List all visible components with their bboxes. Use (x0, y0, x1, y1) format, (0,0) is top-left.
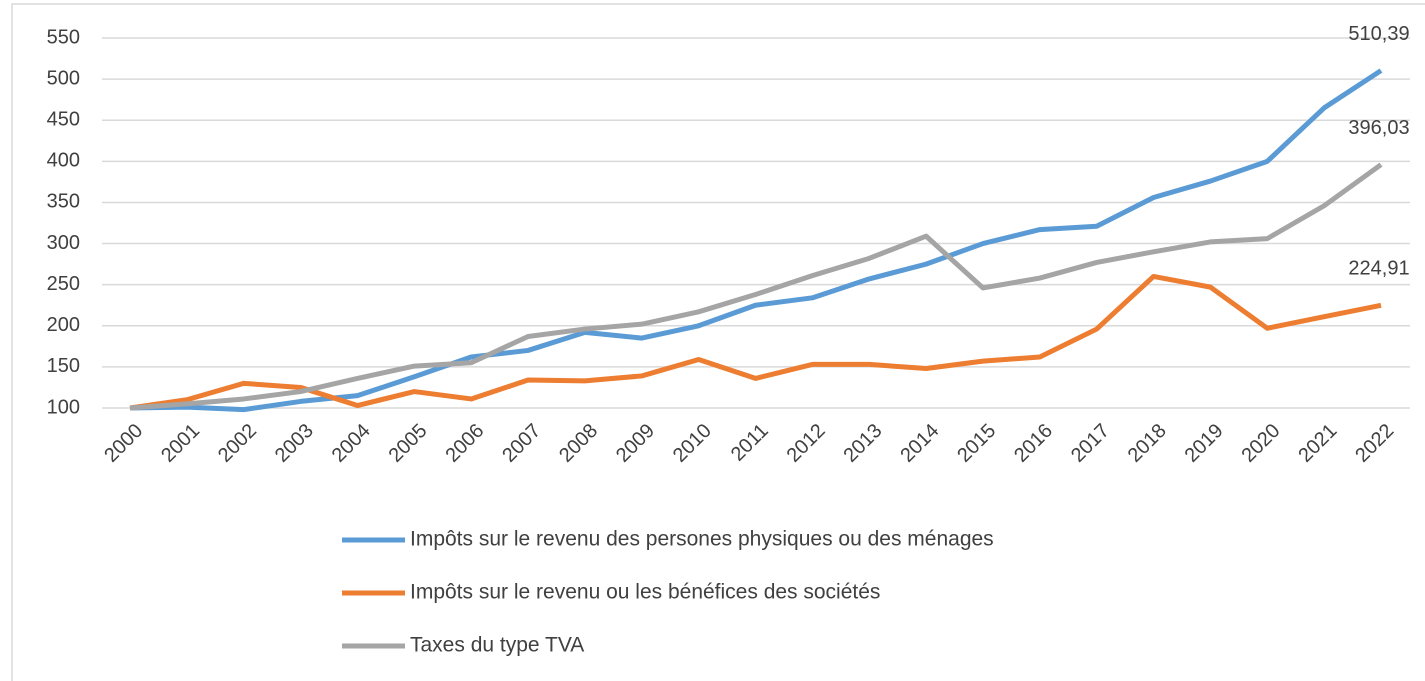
legend-label: Impôts sur le revenu ou les bénéfices de… (410, 581, 880, 604)
data-label: 510,39 (1348, 23, 1409, 45)
x-tick-label: 2001 (157, 420, 204, 467)
x-tick-label: 2011 (727, 420, 773, 466)
y-tick-label: 350 (47, 191, 80, 213)
legend-label: Taxes du type TVA (410, 634, 584, 657)
x-tick-label: 2010 (669, 420, 716, 467)
data-label: 224,91 (1348, 258, 1409, 280)
y-tick-label: 250 (47, 273, 80, 295)
x-tick-label: 2006 (441, 420, 488, 467)
x-tick-label: 2014 (896, 420, 943, 467)
x-tick-label: 2007 (498, 420, 545, 467)
y-tick-label: 550 (47, 26, 80, 48)
data-label: 396,03 (1348, 117, 1409, 139)
x-tick-label: 2004 (328, 420, 375, 467)
x-tick-label: 2018 (1124, 420, 1171, 467)
x-tick-label: 2000 (100, 420, 147, 467)
legend-label: Impôts sur le revenu des persones physiq… (410, 528, 994, 551)
y-tick-label: 150 (47, 355, 80, 377)
x-tick-label: 2008 (555, 420, 602, 467)
x-tick-label: 2013 (839, 420, 886, 467)
x-tick-label: 2003 (271, 420, 318, 467)
x-tick-label: 2009 (612, 420, 659, 467)
x-tick-label: 2019 (1181, 420, 1228, 467)
x-tick-label: 2022 (1351, 420, 1398, 467)
x-tick-label: 2017 (1067, 420, 1114, 467)
x-tick-label: 2016 (1010, 420, 1057, 467)
x-tick-label: 2002 (214, 420, 261, 467)
y-tick-label: 200 (47, 314, 80, 336)
y-tick-label: 400 (47, 150, 80, 172)
x-tick-label: 2012 (783, 420, 830, 467)
x-tick-label: 2005 (385, 420, 432, 467)
series-line (129, 162, 1383, 411)
y-tick-label: 450 (47, 109, 80, 131)
x-tick-label: 2015 (953, 420, 1000, 467)
y-tick-label: 300 (47, 232, 80, 254)
y-tick-label: 500 (47, 67, 80, 89)
series-line (129, 273, 1382, 411)
y-tick-label: 100 (47, 396, 80, 418)
series-line (129, 68, 1383, 413)
chart-border (11, 3, 1425, 681)
x-tick-label: 2021 (1294, 420, 1341, 467)
x-tick-label: 2020 (1238, 420, 1285, 467)
